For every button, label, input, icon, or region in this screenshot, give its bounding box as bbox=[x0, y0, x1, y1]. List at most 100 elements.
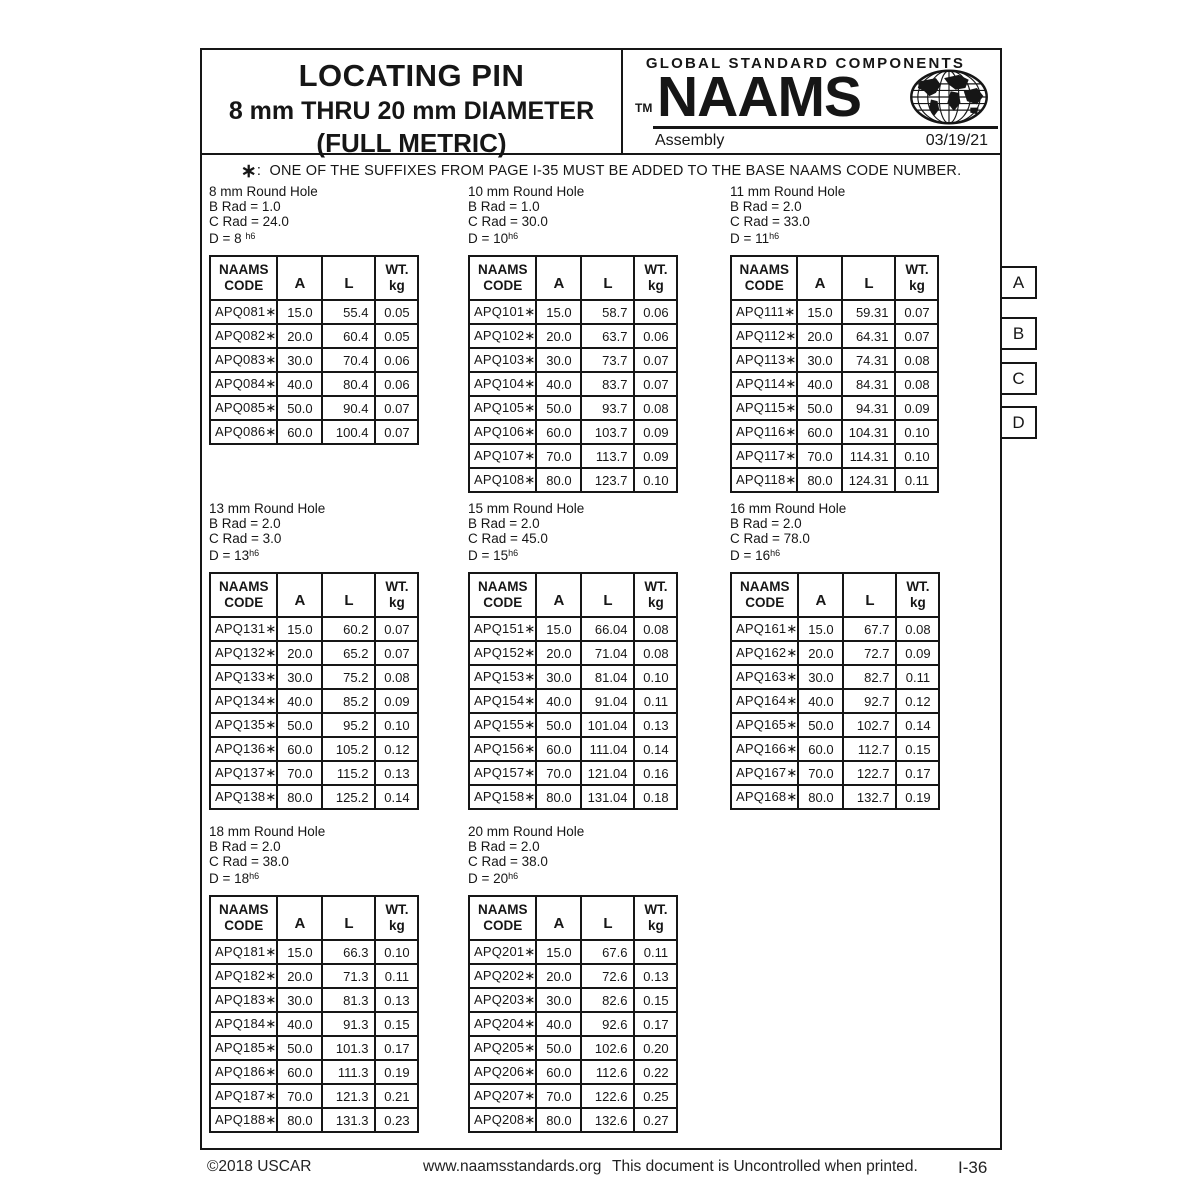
table-row: APQ203∗ 30.0 82.6 0.15 bbox=[467, 987, 679, 1013]
header: LOCATING PIN 8 mm THRU 20 mm DIAMETER (F… bbox=[202, 50, 1000, 158]
cell-a: 15.0 bbox=[535, 299, 583, 325]
cell-naams-code: APQ205∗ bbox=[467, 1035, 538, 1061]
cell-naams-code: APQ184∗ bbox=[208, 1011, 279, 1037]
cell-a: 40.0 bbox=[276, 371, 324, 397]
cell-a: 70.0 bbox=[535, 1083, 583, 1109]
hole-title: 10 mm Round Hole bbox=[468, 184, 585, 199]
table-row: APQ114∗ 40.0 84.31 0.08 bbox=[729, 371, 940, 397]
cell-a: 60.0 bbox=[276, 1059, 324, 1085]
brand-subtitle-row: Assembly 03/19/21 bbox=[655, 132, 988, 150]
table-row: APQ117∗ 70.0 114.31 0.10 bbox=[729, 443, 940, 469]
table-row: APQ082∗ 20.0 60.4 0.05 bbox=[208, 323, 420, 349]
asterisk-icon: ∗ bbox=[240, 161, 257, 182]
cell-l: 71.3 bbox=[321, 963, 377, 989]
table-header-row: NAAMS CODE A L WT. kg bbox=[729, 572, 941, 618]
table-row: APQ136∗ 60.0 105.2 0.12 bbox=[208, 736, 420, 762]
table-row: APQ115∗ 50.0 94.31 0.09 bbox=[729, 395, 940, 421]
table-row: APQ085∗ 50.0 90.4 0.07 bbox=[208, 395, 420, 421]
cell-l: 95.2 bbox=[321, 712, 377, 738]
brand-block: GLOBAL STANDARD COMPONENTS TM NAAMS bbox=[625, 50, 1000, 155]
spec-table: NAAMS CODE A L WT. kg APQ201∗ 15.0 67.6 0.11 APQ… bbox=[467, 895, 679, 1133]
cell-naams-code: APQ155∗ bbox=[467, 712, 538, 738]
cell-naams-code: APQ204∗ bbox=[467, 1011, 538, 1037]
globe-icon bbox=[908, 68, 990, 131]
cell-naams-code: APQ115∗ bbox=[729, 395, 799, 421]
cell-l: 132.6 bbox=[580, 1107, 636, 1133]
cell-naams-code: APQ102∗ bbox=[467, 323, 538, 349]
cell-naams-code: APQ084∗ bbox=[208, 371, 279, 397]
cell-a: 60.0 bbox=[797, 736, 845, 762]
cell-wt-kg: 0.23 bbox=[374, 1107, 420, 1133]
cell-wt-kg: 0.09 bbox=[633, 419, 679, 445]
section-11mm: 11 mm Round Hole B Rad = 2.0 C Rad = 33.… bbox=[729, 184, 978, 493]
cell-naams-code: APQ167∗ bbox=[729, 760, 800, 786]
table-header-row: NAAMS CODE A L WT. kg bbox=[208, 572, 420, 618]
cell-naams-code: APQ203∗ bbox=[467, 987, 538, 1013]
cell-a: 15.0 bbox=[535, 616, 583, 642]
cell-wt-kg: 0.10 bbox=[374, 939, 420, 965]
table-row: APQ163∗ 30.0 82.7 0.11 bbox=[729, 664, 941, 690]
cell-naams-code: APQ188∗ bbox=[208, 1107, 279, 1133]
d-line: D = 13h6 bbox=[209, 548, 260, 563]
cell-naams-code: APQ183∗ bbox=[208, 987, 279, 1013]
section-20mm: 20 mm Round Hole B Rad = 2.0 C Rad = 38.… bbox=[467, 824, 716, 1133]
c-rad-line: C Rad = 38.0 bbox=[468, 854, 548, 869]
c-rad-line: C Rad = 33.0 bbox=[730, 214, 810, 229]
cell-l: 104.31 bbox=[841, 419, 897, 445]
cell-naams-code: APQ106∗ bbox=[467, 419, 538, 445]
b-rad-line: B Rad = 2.0 bbox=[468, 516, 540, 531]
cell-wt-kg: 0.11 bbox=[633, 688, 679, 714]
cell-naams-code: APQ113∗ bbox=[729, 347, 799, 373]
cell-a: 30.0 bbox=[535, 664, 583, 690]
cell-a: 30.0 bbox=[276, 987, 324, 1013]
table-container-10mm: NAAMS CODE A L WT. kg APQ101∗ 15.0 58.7 0.06 APQ… bbox=[467, 255, 716, 493]
col-header-a: A bbox=[276, 895, 324, 941]
cell-naams-code: APQ082∗ bbox=[208, 323, 279, 349]
table-row: APQ111∗ 15.0 59.31 0.07 bbox=[729, 299, 940, 325]
table-row: APQ116∗ 60.0 104.31 0.10 bbox=[729, 419, 940, 445]
cell-naams-code: APQ164∗ bbox=[729, 688, 800, 714]
col-header-a: A bbox=[796, 255, 844, 301]
cell-a: 70.0 bbox=[276, 1083, 324, 1109]
cell-wt-kg: 0.13 bbox=[374, 760, 420, 786]
col-header-wt-kg: WT. kg bbox=[633, 895, 679, 941]
cell-a: 30.0 bbox=[276, 664, 324, 690]
table-row: APQ086∗ 60.0 100.4 0.07 bbox=[208, 419, 420, 445]
cell-a: 60.0 bbox=[276, 419, 324, 445]
cell-l: 71.04 bbox=[580, 640, 636, 666]
table-row: APQ153∗ 30.0 81.04 0.10 bbox=[467, 664, 679, 690]
cell-a: 40.0 bbox=[535, 1011, 583, 1037]
table-row: APQ208∗ 80.0 132.6 0.27 bbox=[467, 1107, 679, 1133]
col-header-wt-kg: WT. kg bbox=[633, 255, 679, 301]
cell-l: 101.3 bbox=[321, 1035, 377, 1061]
cell-l: 81.04 bbox=[580, 664, 636, 690]
table-row: APQ131∗ 15.0 60.2 0.07 bbox=[208, 616, 420, 642]
copyright-label: ©2018 USCAR bbox=[207, 1158, 312, 1175]
cell-wt-kg: 0.10 bbox=[894, 419, 940, 445]
cell-a: 50.0 bbox=[276, 712, 324, 738]
table-row: APQ113∗ 30.0 74.31 0.08 bbox=[729, 347, 940, 373]
table-row: APQ181∗ 15.0 66.3 0.10 bbox=[208, 939, 420, 965]
cell-l: 66.3 bbox=[321, 939, 377, 965]
cell-l: 101.04 bbox=[580, 712, 636, 738]
suffix-note: ∗: ONE OF THE SUFFIXES FROM PAGE I-35 MU… bbox=[202, 160, 1000, 183]
title-block: LOCATING PIN 8 mm THRU 20 mm DIAMETER (F… bbox=[202, 50, 623, 158]
cell-l: 112.6 bbox=[580, 1059, 636, 1085]
cell-a: 80.0 bbox=[276, 1107, 324, 1133]
cell-l: 122.7 bbox=[842, 760, 898, 786]
c-rad-line: C Rad = 24.0 bbox=[209, 214, 289, 229]
table-container-13mm: NAAMS CODE A L WT. kg APQ131∗ 15.0 60.2 0.07 APQ… bbox=[208, 572, 457, 810]
cell-l: 60.4 bbox=[321, 323, 377, 349]
cell-naams-code: APQ161∗ bbox=[729, 616, 800, 642]
cell-l: 91.04 bbox=[580, 688, 636, 714]
table-row: APQ164∗ 40.0 92.7 0.12 bbox=[729, 688, 941, 714]
cell-l: 73.7 bbox=[580, 347, 636, 373]
brand-row: TM NAAMS bbox=[633, 65, 996, 129]
cell-wt-kg: 0.08 bbox=[633, 640, 679, 666]
c-rad-line: C Rad = 38.0 bbox=[209, 854, 289, 869]
cell-l: 100.4 bbox=[321, 419, 377, 445]
col-header-a: A bbox=[535, 895, 583, 941]
cell-a: 20.0 bbox=[276, 640, 324, 666]
cell-a: 70.0 bbox=[535, 443, 583, 469]
b-rad-line: B Rad = 1.0 bbox=[468, 199, 540, 214]
